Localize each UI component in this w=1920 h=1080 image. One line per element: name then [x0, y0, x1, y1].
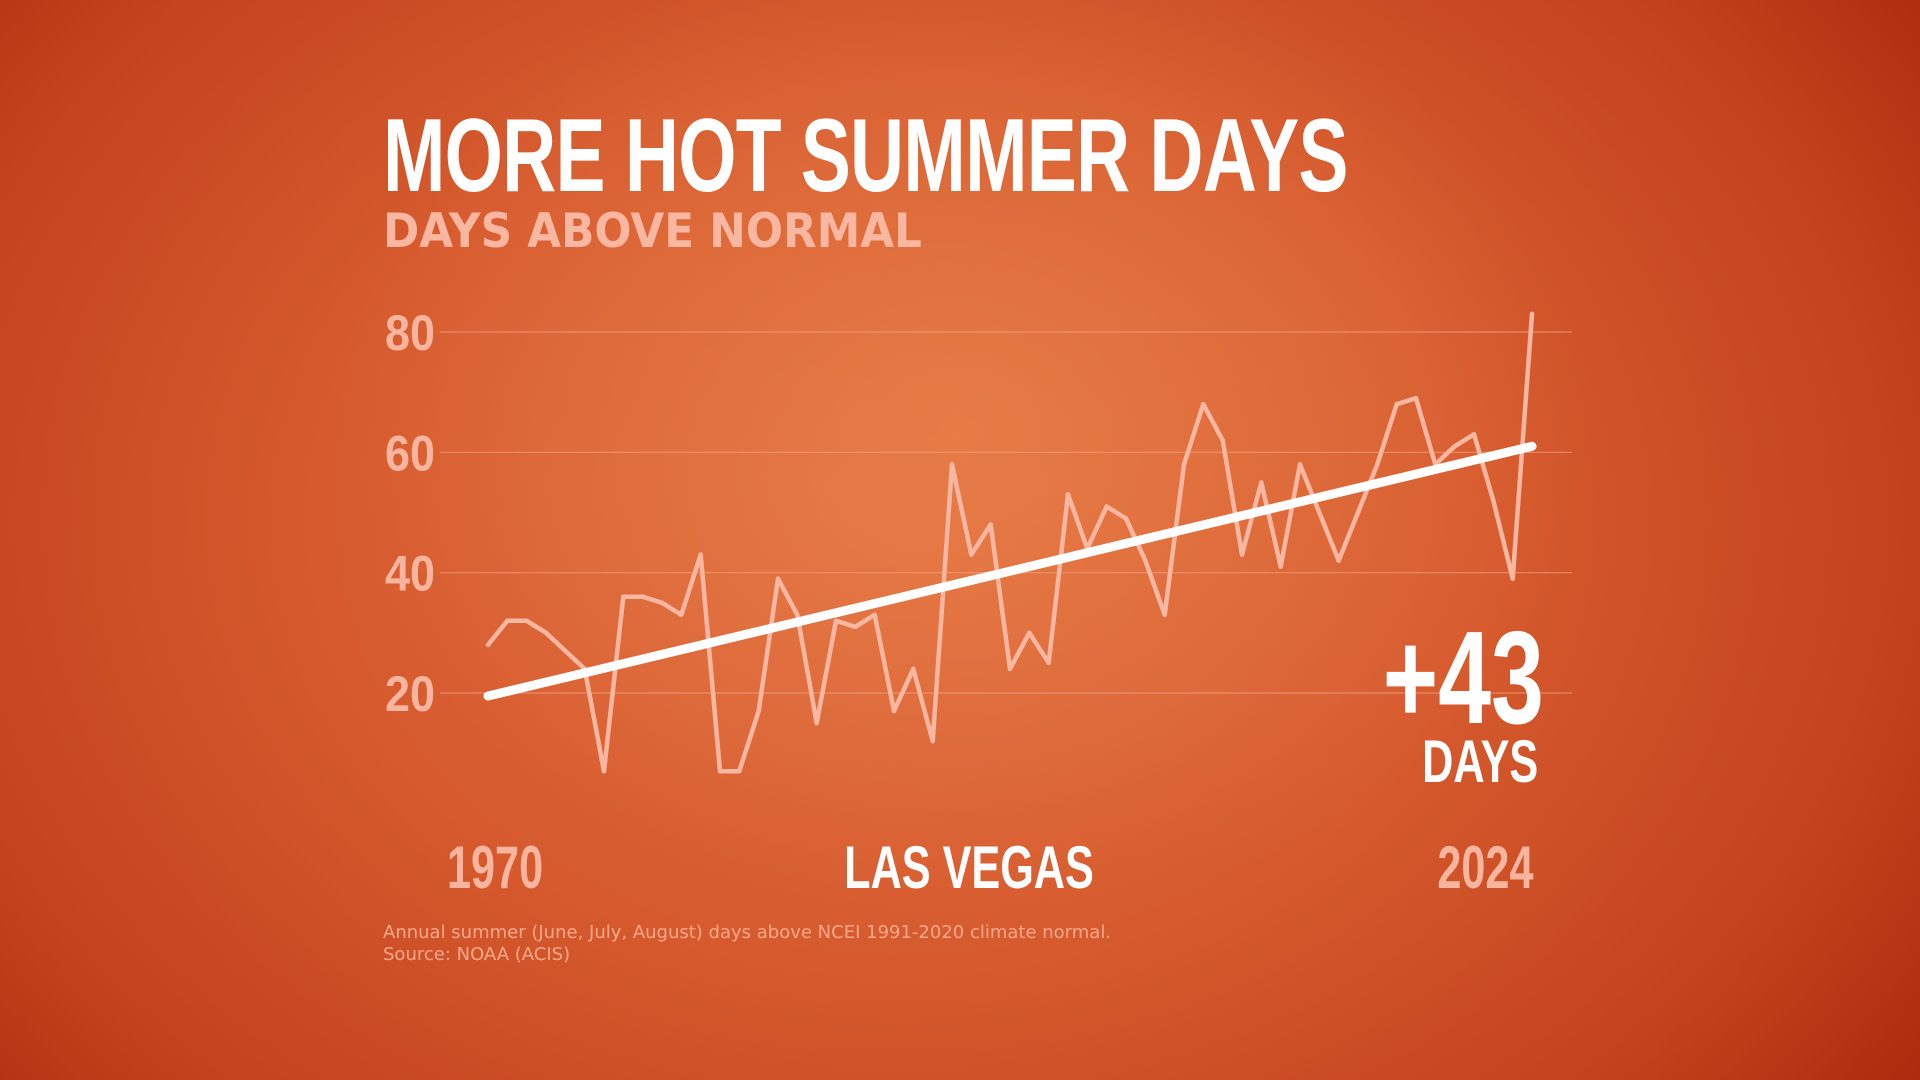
data-point-1984 — [756, 708, 761, 714]
data-point-2017 — [1394, 402, 1399, 407]
data-series-line — [485, 311, 1535, 774]
data-point-2002 — [1104, 504, 1109, 509]
data-point-1970 — [485, 642, 491, 648]
data-point-1979 — [659, 600, 665, 605]
change-unit: DAYS — [1421, 728, 1538, 795]
data-point-1995 — [969, 552, 974, 557]
y-tick-label-40: 40 — [385, 546, 435, 602]
data-point-1997 — [1007, 666, 1013, 672]
data-point-1992 — [911, 666, 916, 672]
y-tick-label-20: 20 — [385, 666, 435, 722]
data-point-2020 — [1452, 444, 1457, 449]
data-point-2003 — [1123, 516, 1129, 521]
data-point-2024 — [1529, 311, 1535, 317]
data-point-2012 — [1297, 462, 1303, 467]
data-point-1985 — [775, 576, 781, 581]
change-value: +43 — [1382, 604, 1544, 751]
data-point-1980 — [679, 612, 684, 617]
trend-line — [483, 441, 1537, 701]
data-point-2021 — [1471, 432, 1477, 437]
y-axis-tick-labels: 20 40 60 80 — [385, 305, 435, 722]
data-point-1972 — [524, 618, 529, 623]
data-point-1981 — [698, 552, 703, 557]
data-point-1977 — [621, 594, 626, 599]
data-point-2005 — [1162, 612, 1167, 617]
data-points — [485, 311, 1535, 774]
footnote: Annual summer (June, July, August) days … — [383, 922, 1112, 943]
data-point-1978 — [640, 594, 645, 599]
data-point-2004 — [1143, 558, 1148, 563]
y-tick-label-60: 60 — [385, 425, 435, 481]
data-point-1988 — [833, 618, 839, 623]
chart-title: MORE HOT SUMMER DAYS — [383, 98, 1348, 214]
data-point-2006 — [1181, 462, 1187, 467]
data-point-1973 — [543, 630, 549, 636]
chart-subtitle: DAYS ABOVE NORMAL — [383, 204, 922, 259]
data-point-1974 — [563, 648, 568, 654]
location-label: LAS VEGAS — [844, 834, 1094, 901]
data-point-2016 — [1375, 462, 1380, 467]
data-point-2008 — [1220, 438, 1225, 443]
data-point-1971 — [505, 618, 510, 623]
data-point-2011 — [1278, 564, 1283, 569]
y-tick-label-80: 80 — [385, 305, 435, 361]
data-point-2022 — [1491, 498, 1496, 503]
data-point-1994 — [949, 462, 955, 467]
data-point-1976 — [601, 769, 607, 774]
source-note: Source: NOAA (ACIS) — [383, 944, 571, 965]
data-point-1983 — [737, 769, 742, 774]
x-axis-end-label: 2024 — [1436, 834, 1533, 901]
data-point-1993 — [930, 738, 935, 744]
data-point-2015 — [1355, 510, 1361, 515]
data-point-1998 — [1027, 630, 1032, 636]
data-point-2023 — [1510, 576, 1515, 581]
data-point-2009 — [1239, 552, 1245, 557]
data-point-1999 — [1046, 660, 1051, 666]
data-point-1990 — [872, 612, 877, 617]
data-point-1996 — [988, 522, 993, 527]
data-point-2007 — [1201, 402, 1206, 407]
x-axis-start-label: 1970 — [447, 834, 544, 901]
data-point-1991 — [891, 708, 897, 714]
data-point-2013 — [1317, 510, 1322, 515]
data-point-1989 — [853, 624, 858, 630]
data-point-1987 — [814, 720, 819, 726]
data-point-2018 — [1413, 395, 1419, 401]
data-point-1982 — [717, 769, 723, 774]
data-point-2000 — [1065, 492, 1071, 497]
data-point-2014 — [1336, 558, 1341, 563]
data-point-2010 — [1259, 480, 1264, 485]
data-point-1986 — [795, 612, 800, 617]
